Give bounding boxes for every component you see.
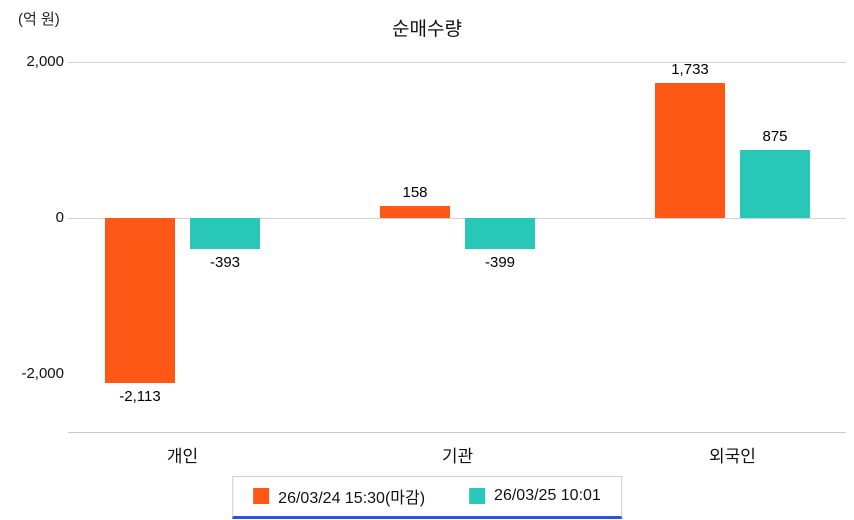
bar-value-label: 1,733	[671, 60, 709, 78]
legend-swatch-icon	[469, 488, 486, 504]
bar-value-label: -399	[484, 254, 516, 272]
legend: 26/03/24 15:30(마감) 26/03/25 10:01	[232, 476, 622, 519]
chart-title: 순매수량	[392, 19, 462, 40]
gridline	[68, 62, 846, 63]
bar-series1-외국인	[655, 82, 725, 218]
category-label: 외국인	[709, 447, 756, 466]
y-tick-label: 2,000	[26, 53, 64, 70]
x-axis-line	[68, 432, 846, 433]
legend-label: 26/03/25 10:01	[494, 487, 601, 504]
bar-series2-외국인	[740, 149, 810, 218]
bar-series1-개인	[105, 218, 175, 383]
bar-value-label: 875	[762, 127, 788, 145]
bar-series1-기관	[380, 205, 450, 218]
category-label: 개인	[166, 447, 199, 466]
bar-value-label: 158	[402, 183, 428, 201]
gridline	[68, 218, 846, 219]
bar-series2-기관	[465, 218, 535, 250]
y-tick-label: 0	[55, 209, 64, 226]
legend-item: 26/03/24 15:30(마감)	[253, 484, 425, 508]
y-axis-unit-label: (억 원)	[18, 11, 60, 28]
bar-value-label: -2,113	[119, 387, 161, 405]
category-label: 기관	[441, 447, 474, 466]
legend-swatch-icon	[253, 488, 270, 504]
legend-item: 26/03/25 10:01	[469, 487, 601, 505]
legend-label: 26/03/24 15:30(마감)	[278, 490, 426, 507]
bar-series2-개인	[190, 218, 260, 249]
y-tick-label: -2,000	[21, 365, 64, 382]
bar-value-label: -393	[209, 253, 241, 271]
